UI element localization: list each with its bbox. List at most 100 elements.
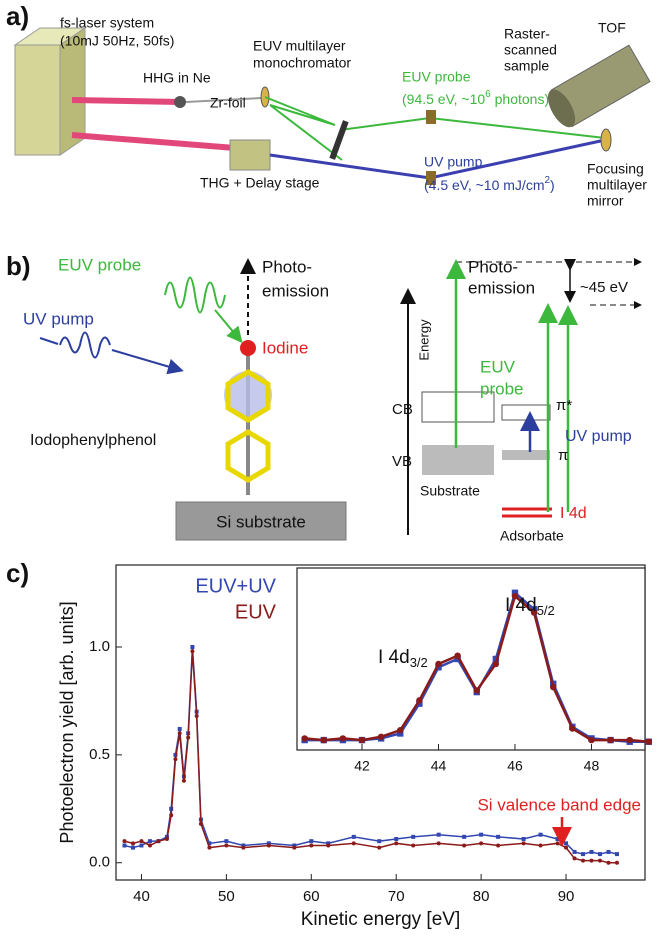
gas-cell: [174, 96, 186, 108]
mirror: [601, 129, 611, 151]
level: [502, 450, 550, 460]
label: probe: [480, 379, 523, 398]
data-point: [598, 852, 602, 856]
label: UV pump: [424, 154, 483, 170]
data-point: [224, 839, 228, 843]
tof: [542, 45, 650, 131]
data-point: [411, 843, 415, 847]
label: Iodine: [262, 338, 308, 357]
label: EUV probe: [402, 69, 471, 85]
data-point: [556, 841, 560, 845]
panel-a: a) fs-laser system (10mJ 50Hz, 50fs) HHG…: [6, 1, 650, 209]
label: multilayer: [587, 177, 647, 193]
data-point: [131, 841, 135, 845]
beam: [72, 100, 180, 102]
label: emission: [262, 281, 329, 300]
data-point: [590, 850, 594, 854]
wave: [165, 278, 225, 313]
data-point: [479, 833, 483, 837]
label: CB: [392, 401, 413, 418]
data-point: [462, 835, 466, 839]
data-point: [479, 841, 483, 845]
data-point: [573, 850, 577, 854]
x-tick-label: 60: [303, 888, 320, 905]
data-point: [139, 839, 143, 843]
data-point: [588, 737, 594, 743]
data-point: [301, 735, 307, 741]
panel-label: a): [6, 1, 29, 31]
label: HHG in Ne: [143, 70, 211, 86]
data-point: [607, 737, 613, 743]
label: photons): [491, 91, 549, 107]
label: sample: [504, 58, 549, 74]
y-tick-label: 0.5: [89, 746, 110, 763]
data-point: [598, 859, 602, 863]
label: (4.5 eV, ~10 mJ/cm: [424, 177, 544, 193]
grating: [329, 120, 348, 160]
data-point: [462, 843, 466, 847]
x-tick-label: 80: [473, 888, 490, 905]
data-point: [573, 856, 577, 860]
data-point: [606, 850, 610, 854]
label: π*: [556, 397, 572, 414]
label: Adsorbate: [500, 528, 564, 544]
data-point: [199, 822, 203, 826]
data-point: [321, 737, 327, 743]
data-point: [496, 843, 500, 847]
x-tick-label: 50: [218, 888, 235, 905]
label: TOF: [598, 20, 626, 36]
label: Energy: [416, 319, 431, 361]
data-point: [139, 843, 143, 847]
label: fs-laser system: [60, 15, 154, 31]
peak-label-text: I 4d: [505, 595, 537, 616]
panel-b: b) EUV probe UV pump Photo- emission Iod…: [6, 251, 640, 544]
data-point: [564, 846, 568, 850]
x-tick-label: 46: [507, 758, 523, 774]
annotation: Si valence band edge: [477, 795, 641, 814]
label: VB: [392, 453, 412, 470]
data-point: [148, 843, 152, 847]
data-point: [352, 841, 356, 845]
data-point: [178, 727, 182, 731]
label: ): [550, 177, 555, 193]
arrow: [40, 338, 58, 344]
data-point: [207, 846, 211, 850]
y-tick-label: 1.0: [89, 638, 110, 655]
data-point: [122, 843, 126, 847]
data-point: [359, 737, 365, 743]
data-point: [437, 833, 441, 837]
data-point: [241, 846, 245, 850]
data-point: [606, 861, 610, 865]
label: Iodophenylphenol: [30, 432, 156, 449]
data-point: [224, 843, 228, 847]
label: (10mJ 50Hz, 50fs): [60, 33, 174, 49]
data-point: [496, 835, 500, 839]
label: Focusing: [587, 161, 644, 177]
x-axis-label: Kinetic energy [eV]: [301, 909, 460, 930]
data-point: [182, 779, 186, 783]
data-point: [550, 684, 556, 690]
data-point: [309, 839, 313, 843]
wave: [60, 333, 110, 358]
data-point: [437, 841, 441, 845]
data-point: [377, 846, 381, 850]
data-point: [435, 661, 441, 667]
data-point: [190, 645, 194, 649]
data-point: [522, 837, 526, 841]
peak-label-sub: 5/2: [537, 603, 555, 618]
label: UV pump: [23, 309, 94, 328]
label: Raster-: [504, 26, 550, 42]
data-point: [309, 843, 313, 847]
data-point: [267, 843, 271, 847]
data-point: [178, 731, 182, 735]
x-tick-label: 40: [133, 888, 150, 905]
peak-label-sub: 3/2: [410, 655, 428, 670]
arrow: [112, 350, 180, 370]
y-axis-label: Photoelectron yield [arb. units]: [57, 601, 77, 843]
data-point: [195, 714, 199, 718]
x-tick-label: 44: [431, 758, 447, 774]
data-point: [352, 835, 356, 839]
data-point: [590, 859, 594, 863]
laser-box: [15, 45, 60, 155]
legend-entry: EUV: [235, 601, 277, 623]
